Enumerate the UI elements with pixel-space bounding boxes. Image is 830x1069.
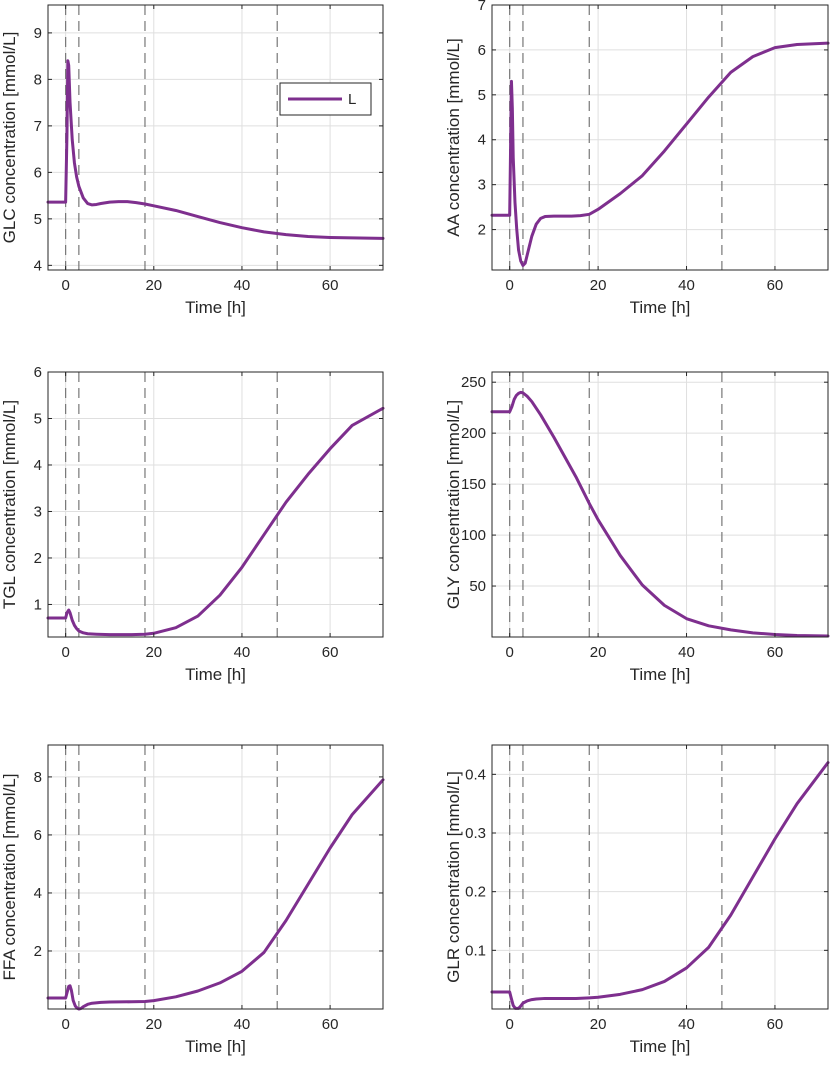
x-tick-label: 40 xyxy=(678,277,695,294)
x-tick-label: 40 xyxy=(234,644,251,661)
y-tick-label: 8 xyxy=(34,769,42,786)
y-tick-label: 6 xyxy=(478,42,486,59)
y-axis-label: FFA concentration [mmol/L] xyxy=(0,774,19,981)
chart-panel-6: 0 20 40 60 0.1 0.2 0.3 0.4 Time [h] GLR concentra… xyxy=(444,744,830,1056)
y-tick-label: 4 xyxy=(34,257,42,274)
x-tick-label: 60 xyxy=(767,277,784,294)
series-line-L xyxy=(46,59,385,240)
y-axis-label: AA concentration [mmol/L] xyxy=(444,38,463,236)
plot-area xyxy=(48,5,383,270)
chart-panel-2: 0 20 40 60 2 3 4 5 6 7 Time [h] AA concentration [m… xyxy=(444,0,830,317)
y-tick-label: 6 xyxy=(34,364,42,381)
series-line-L xyxy=(490,761,830,1010)
y-tick-label: 5 xyxy=(478,87,486,104)
y-axis-label: GLY concentration [mmol/L] xyxy=(444,400,463,609)
series-line-L xyxy=(490,41,830,268)
axes-box xyxy=(47,4,384,271)
x-tick-label: 0 xyxy=(506,644,514,661)
chart-panel-1: 0 20 40 60 4 5 6 7 8 9 Time [h] GLC concentration [… xyxy=(0,4,385,317)
x-tick-label: 60 xyxy=(322,1016,339,1033)
plot-area xyxy=(492,5,828,270)
y-tick-label: 200 xyxy=(461,425,486,442)
x-tick-label: 0 xyxy=(506,1016,514,1033)
plot-area xyxy=(492,372,828,637)
y-tick-label: 0.2 xyxy=(465,884,486,901)
y-tick-label: 0.3 xyxy=(465,825,486,842)
y-tick-label: 250 xyxy=(461,374,486,391)
x-axis-label: Time [h] xyxy=(630,665,691,684)
x-tick-label: 0 xyxy=(61,644,69,661)
y-tick-label: 5 xyxy=(34,211,42,228)
x-axis-label: Time [h] xyxy=(630,1037,691,1056)
series-line-L xyxy=(46,778,385,1011)
x-tick-label: 60 xyxy=(322,277,339,294)
x-axis-label: Time [h] xyxy=(185,298,246,317)
y-tick-label: 7 xyxy=(478,0,486,14)
legend-label: L xyxy=(348,91,356,108)
y-tick-label: 0.1 xyxy=(465,942,486,959)
y-tick-label: 6 xyxy=(34,164,42,181)
y-tick-label: 9 xyxy=(34,25,42,42)
series-line-L xyxy=(490,390,830,638)
legend: L xyxy=(279,82,372,116)
y-tick-label: 150 xyxy=(461,476,486,493)
chart-panel-3: 0 20 40 60 1 2 3 4 5 6 Time [h] TGL concentration [… xyxy=(0,364,385,684)
axes-box xyxy=(47,744,384,1010)
x-tick-label: 60 xyxy=(767,1016,784,1033)
y-tick-label: 100 xyxy=(461,527,486,544)
plot-area xyxy=(48,745,383,1009)
y-tick-label: 4 xyxy=(34,457,42,474)
y-axis-label: GLC concentration [mmol/L] xyxy=(0,32,19,244)
x-tick-label: 20 xyxy=(590,1016,607,1033)
y-axis-label: GLR concentration [mmol/L] xyxy=(444,771,463,983)
y-axis-label: TGL concentration [mmol/L] xyxy=(0,400,19,609)
y-tick-label: 2 xyxy=(34,943,42,960)
y-tick-label: 8 xyxy=(34,71,42,88)
y-tick-label: 4 xyxy=(478,132,486,149)
plot-area xyxy=(492,745,828,1009)
y-tick-label: 6 xyxy=(34,827,42,844)
x-tick-label: 0 xyxy=(61,1016,69,1033)
y-tick-label: 1 xyxy=(34,596,42,613)
y-tick-label: 7 xyxy=(34,118,42,135)
y-tick-label: 2 xyxy=(478,222,486,239)
x-tick-label: 40 xyxy=(678,644,695,661)
axes-box xyxy=(47,371,384,638)
x-axis-label: Time [h] xyxy=(185,1037,246,1056)
x-tick-label: 20 xyxy=(590,277,607,294)
y-tick-label: 5 xyxy=(34,410,42,427)
chart-panel-5: 0 20 40 60 2 4 6 8 Time [h] FFA concentration [mm… xyxy=(0,744,385,1056)
x-tick-label: 0 xyxy=(61,277,69,294)
axes-box xyxy=(491,371,829,638)
axes-box xyxy=(491,744,829,1010)
x-tick-label: 40 xyxy=(234,1016,251,1033)
y-tick-label: 0.4 xyxy=(465,766,486,783)
x-axis-label: Time [h] xyxy=(185,665,246,684)
y-tick-label: 50 xyxy=(469,578,486,595)
x-tick-label: 20 xyxy=(145,277,162,294)
x-tick-label: 60 xyxy=(322,644,339,661)
x-tick-label: 40 xyxy=(234,277,251,294)
x-tick-label: 20 xyxy=(145,644,162,661)
x-tick-label: 20 xyxy=(145,1016,162,1033)
axes-box xyxy=(491,4,829,271)
plot-area xyxy=(48,372,383,637)
y-tick-label: 3 xyxy=(478,177,486,194)
chart-panel-4: 0 20 40 60 50 100 150 200 250 Time [h] GLY concent… xyxy=(444,371,830,684)
x-tick-label: 40 xyxy=(678,1016,695,1033)
y-tick-label: 4 xyxy=(34,885,42,902)
series-line-L xyxy=(46,406,385,637)
y-tick-label: 3 xyxy=(34,503,42,520)
x-tick-label: 0 xyxy=(506,277,514,294)
x-axis-label: Time [h] xyxy=(630,298,691,317)
x-tick-label: 60 xyxy=(767,644,784,661)
y-tick-label: 2 xyxy=(34,550,42,567)
x-tick-label: 20 xyxy=(590,644,607,661)
